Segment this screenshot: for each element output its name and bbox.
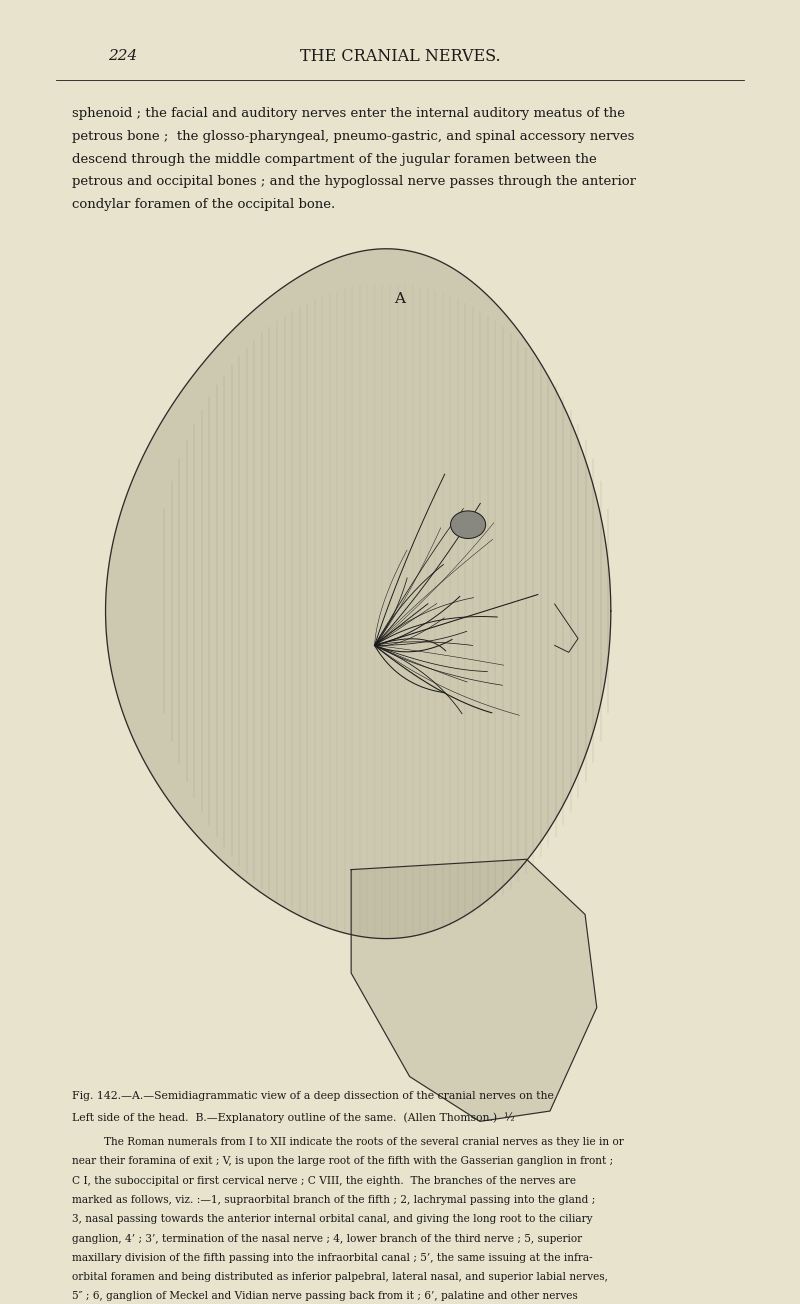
Text: near their foramina of exit ; V, is upon the large root of the fifth with the Ga: near their foramina of exit ; V, is upon…	[72, 1157, 613, 1166]
Text: petrous bone ;  the glosso-pharyngeal, pneumo-gastric, and spinal accessory nerv: petrous bone ; the glosso-pharyngeal, pn…	[72, 129, 634, 142]
Text: ganglion, 4’ ; 3’, termination of the nasal nerve ; 4, lower branch of the third: ganglion, 4’ ; 3’, termination of the na…	[72, 1234, 582, 1244]
Text: condylar foramen of the occipital bone.: condylar foramen of the occipital bone.	[72, 198, 335, 211]
Text: THE CRANIAL NERVES.: THE CRANIAL NERVES.	[300, 47, 500, 65]
Polygon shape	[106, 249, 611, 939]
Text: descend through the middle compartment of the jugular foramen between the: descend through the middle compartment o…	[72, 153, 597, 166]
Bar	[56, 326, 744, 1076]
Text: 3, nasal passing towards the anterior internal orbital canal, and giving the lon: 3, nasal passing towards the anterior in…	[72, 1214, 593, 1224]
Text: marked as follows, viz. :—1, supraorbital branch of the fifth ; 2, lachrymal pas: marked as follows, viz. :—1, supraorbita…	[72, 1194, 595, 1205]
Polygon shape	[351, 859, 597, 1121]
Text: The Roman numerals from I to XII indicate the roots of the several cranial nerve: The Roman numerals from I to XII indicat…	[104, 1137, 624, 1148]
Text: Left side of the head.  B.—Explanatory outline of the same.  (Allen Thomson.)  ½: Left side of the head. B.—Explanatory ou…	[72, 1112, 514, 1123]
Text: petrous and occipital bones ; and the hypoglossal nerve passes through the anter: petrous and occipital bones ; and the hy…	[72, 175, 636, 188]
Text: Fig. 142.—A.—Semidiagrammatic view of a deep dissection of the cranial nerves on: Fig. 142.—A.—Semidiagrammatic view of a …	[72, 1091, 554, 1102]
Text: C I, the suboccipital or first cervical nerve ; C VIII, the eighth.  The branche: C I, the suboccipital or first cervical …	[72, 1176, 576, 1185]
Text: A: A	[394, 292, 406, 306]
Text: orbital foramen and being distributed as inferior palpebral, lateral nasal, and : orbital foramen and being distributed as…	[72, 1273, 608, 1282]
Ellipse shape	[450, 511, 486, 539]
Text: 5″ ; 6, ganglion of Meckel and Vidian nerve passing back from it ; 6’, palatine : 5″ ; 6, ganglion of Meckel and Vidian ne…	[72, 1291, 578, 1301]
Text: sphenoid ; the facial and auditory nerves enter the internal auditory meatus of : sphenoid ; the facial and auditory nerve…	[72, 107, 625, 120]
Text: 224: 224	[108, 50, 138, 63]
Text: maxillary division of the fifth passing into the infraorbital canal ; 5’, the sa: maxillary division of the fifth passing …	[72, 1253, 593, 1262]
